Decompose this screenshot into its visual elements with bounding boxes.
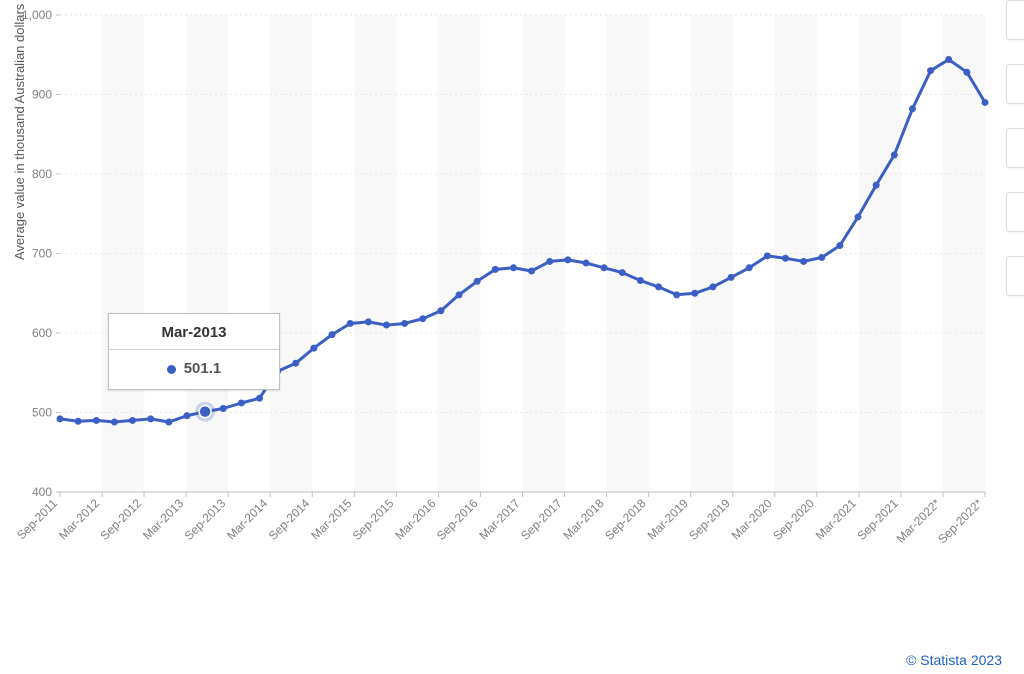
series-marker[interactable] (419, 315, 426, 322)
series-marker[interactable] (111, 419, 118, 426)
x-tick-label: Sep-2011 (14, 496, 60, 542)
series-marker[interactable] (93, 417, 100, 424)
x-tick-label: Sep-2012 (98, 496, 145, 543)
tooltip-body: 501.1 (109, 350, 279, 389)
series-marker[interactable] (746, 264, 753, 271)
x-tick-label: Mar-2020 (729, 496, 775, 542)
series-marker[interactable] (619, 269, 626, 276)
series-marker[interactable] (982, 99, 989, 106)
series-marker[interactable] (782, 255, 789, 262)
x-tick-label: Sep-2020 (770, 496, 817, 543)
side-action-button[interactable] (1006, 192, 1024, 232)
side-action-bar (1006, 0, 1024, 296)
series-marker[interactable] (347, 320, 354, 327)
series-marker[interactable] (437, 307, 444, 314)
side-action-button[interactable] (1006, 64, 1024, 104)
y-tick-label: 900 (32, 88, 52, 102)
tooltip-header: Mar-2013 (109, 314, 279, 350)
series-marker[interactable] (165, 419, 172, 426)
x-tick-label: Mar-2016 (392, 496, 438, 542)
x-tick-label: Sep-2017 (518, 496, 565, 543)
tooltip-value: 501.1 (184, 360, 222, 377)
side-action-button[interactable] (1006, 0, 1024, 40)
x-tick-label: Sep-2019 (686, 496, 733, 543)
series-marker[interactable] (800, 258, 807, 265)
series-marker[interactable] (456, 291, 463, 298)
series-marker[interactable] (310, 345, 317, 352)
x-tick-label: Mar-2019 (645, 496, 691, 542)
x-tick-label: Mar-2014 (224, 496, 270, 542)
series-marker[interactable] (220, 405, 227, 412)
series-marker[interactable] (891, 151, 898, 158)
series-marker[interactable] (474, 278, 481, 285)
series-marker[interactable] (510, 264, 517, 271)
series-marker[interactable] (709, 283, 716, 290)
series-marker[interactable] (582, 260, 589, 267)
highlight-marker[interactable] (199, 406, 211, 418)
series-marker[interactable] (129, 417, 136, 424)
series-marker[interactable] (818, 254, 825, 261)
series-marker[interactable] (383, 322, 390, 329)
y-tick-label: 700 (32, 247, 52, 261)
series-marker[interactable] (728, 274, 735, 281)
series-marker[interactable] (238, 399, 245, 406)
chart-tooltip: Mar-2013 501.1 (108, 313, 280, 390)
series-marker[interactable] (183, 412, 190, 419)
series-marker[interactable] (57, 415, 64, 422)
series-marker[interactable] (691, 290, 698, 297)
series-marker[interactable] (546, 258, 553, 265)
y-tick-label: 600 (32, 326, 52, 340)
series-marker[interactable] (873, 182, 880, 189)
x-tick-label: Mar-2021 (813, 496, 859, 542)
y-tick-label: 500 (32, 406, 52, 420)
series-marker[interactable] (855, 213, 862, 220)
x-tick-label: Sep-2016 (434, 496, 481, 543)
x-tick-label: Sep-2015 (350, 496, 397, 543)
tooltip-series-dot (167, 365, 176, 374)
series-marker[interactable] (365, 318, 372, 325)
series-marker[interactable] (945, 56, 952, 63)
series-marker[interactable] (75, 418, 82, 425)
series-marker[interactable] (256, 395, 263, 402)
x-tick-label: Sep-2013 (182, 496, 229, 543)
series-marker[interactable] (564, 256, 571, 263)
series-marker[interactable] (836, 242, 843, 249)
series-marker[interactable] (909, 105, 916, 112)
series-marker[interactable] (329, 331, 336, 338)
x-tick-label: Mar-2015 (308, 496, 354, 542)
series-marker[interactable] (601, 264, 608, 271)
attribution-text: © Statista 2023 (906, 652, 1002, 668)
series-marker[interactable] (292, 360, 299, 367)
chart-container: 4005006007008009001,000Sep-2011Mar-2012S… (0, 0, 1024, 674)
y-tick-label: 800 (32, 167, 52, 181)
series-marker[interactable] (492, 266, 499, 273)
x-tick-label: Mar-2013 (140, 496, 186, 542)
series-marker[interactable] (637, 277, 644, 284)
side-action-button[interactable] (1006, 256, 1024, 296)
x-tick-label: Mar-2018 (560, 496, 606, 542)
x-tick-label: Sep-2014 (266, 496, 313, 543)
series-marker[interactable] (963, 69, 970, 76)
series-marker[interactable] (673, 291, 680, 298)
series-marker[interactable] (401, 320, 408, 327)
side-action-button[interactable] (1006, 128, 1024, 168)
series-marker[interactable] (147, 415, 154, 422)
series-marker[interactable] (655, 283, 662, 290)
x-tick-label: Mar-2012 (56, 496, 102, 542)
x-tick-label: Mar-2017 (476, 496, 522, 542)
series-marker[interactable] (927, 67, 934, 74)
x-tick-label: Sep-2018 (602, 496, 649, 543)
y-axis-title: Average value in thousand Australian dol… (12, 4, 27, 260)
series-marker[interactable] (528, 267, 535, 274)
x-tick-label: Sep-2022* (935, 496, 985, 546)
series-marker[interactable] (764, 252, 771, 259)
